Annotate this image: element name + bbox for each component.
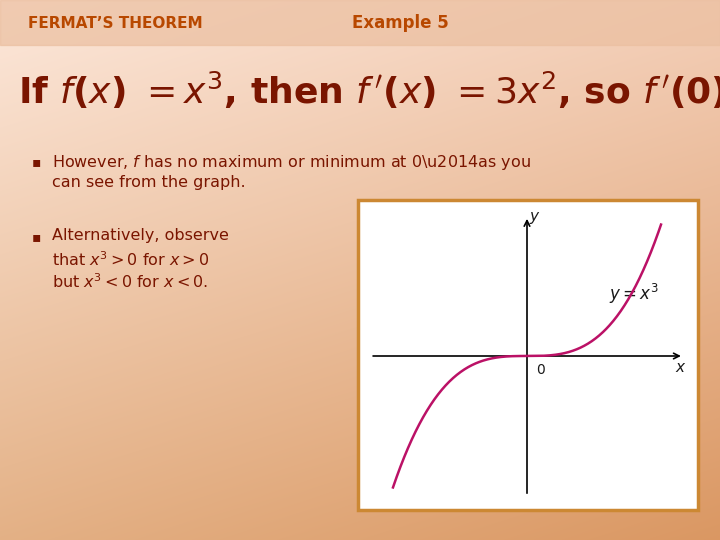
Text: ▪: ▪ <box>32 230 41 244</box>
Text: FERMAT’S THEOREM: FERMAT’S THEOREM <box>28 16 202 30</box>
Text: that $x^3 > 0$ for $x > 0$: that $x^3 > 0$ for $x > 0$ <box>52 250 210 269</box>
Text: However, $\mathit{f}$ has no maximum or minimum at 0\u2014as you: However, $\mathit{f}$ has no maximum or … <box>52 153 531 172</box>
Text: ▪: ▪ <box>32 155 41 169</box>
Text: Example 5: Example 5 <box>351 14 449 32</box>
Text: can see from the graph.: can see from the graph. <box>52 175 246 190</box>
Text: $0$: $0$ <box>536 363 546 377</box>
Text: If $\mathit{f}$($x$) $= x^3$, then $\mathit{f}\,'$($x$) $= 3x^2$, so $\mathit{f}: If $\mathit{f}$($x$) $= x^3$, then $\mat… <box>18 70 720 111</box>
Bar <box>0 0 720 45</box>
Text: $y = x^3$: $y = x^3$ <box>609 281 659 306</box>
Text: $y$: $y$ <box>529 211 541 226</box>
Text: Alternatively, observe: Alternatively, observe <box>52 228 229 243</box>
Bar <box>358 200 698 510</box>
Text: $x$: $x$ <box>675 360 686 375</box>
Text: but $x^3 < 0$ for $x < 0$.: but $x^3 < 0$ for $x < 0$. <box>52 272 208 291</box>
